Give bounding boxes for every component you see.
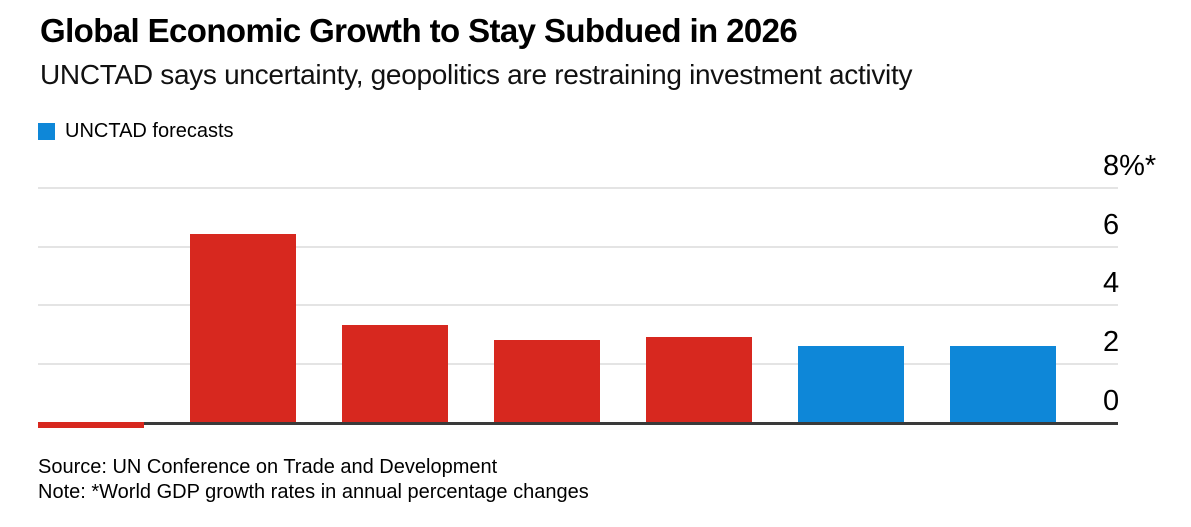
bar [646, 337, 752, 422]
gridline [38, 304, 1118, 306]
gridline [38, 187, 1118, 189]
y-axis-tick-label: 4 [1103, 267, 1120, 299]
chart-title: Global Economic Growth to Stay Subdued i… [40, 12, 798, 49]
x-axis-line [38, 422, 1118, 425]
y-axis-tick-label: 2 [1103, 326, 1120, 358]
source-line: Source: UN Conference on Trade and Devel… [38, 456, 498, 478]
gridline [38, 246, 1118, 248]
bar [38, 422, 144, 428]
legend: UNCTAD forecasts [38, 120, 234, 143]
y-axis-tick-label: 6 [1103, 209, 1120, 241]
legend-swatch-icon [38, 123, 55, 140]
bar [190, 234, 296, 422]
footer: Source: UN Conference on Trade and Devel… [38, 455, 589, 505]
bar-forecast [798, 346, 904, 422]
chart-subtitle: UNCTAD says uncertainty, geopolitics are… [40, 59, 913, 90]
y-axis-tick-label: 0 [1103, 385, 1120, 417]
legend-label: UNCTAD forecasts [65, 120, 234, 142]
note-line: Note: *World GDP growth rates in annual … [38, 481, 589, 503]
bar [342, 325, 448, 422]
y-axis-tick-label: 8%* [1103, 150, 1157, 182]
bar-forecast [950, 346, 1056, 422]
bar [494, 340, 600, 422]
